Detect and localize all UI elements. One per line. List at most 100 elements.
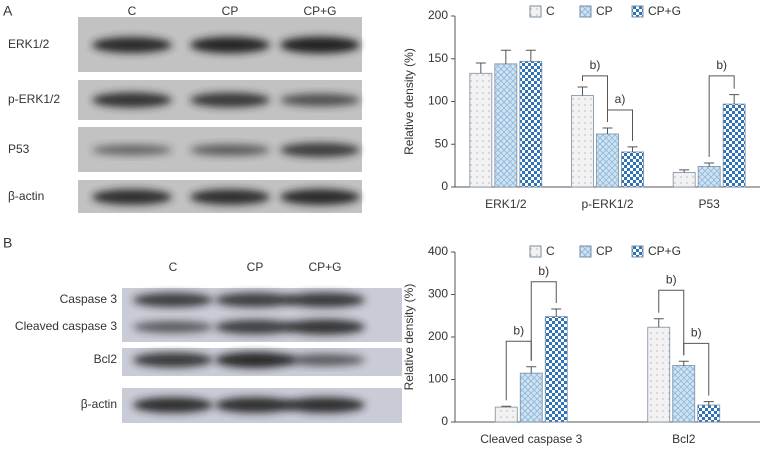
- blot-band: [215, 319, 295, 335]
- legend-swatch: [579, 245, 592, 258]
- blot-band: [133, 352, 213, 368]
- blot-band: [133, 321, 213, 333]
- legend-label: CP: [596, 244, 613, 258]
- y-tick-label: 200: [428, 329, 448, 343]
- blot-band: [190, 144, 270, 156]
- error-bar: [627, 146, 638, 152]
- blot-band: [92, 92, 172, 108]
- error-bar: [729, 94, 740, 105]
- bar: [697, 404, 721, 423]
- bracket: [582, 75, 608, 123]
- annotation: b): [538, 264, 549, 278]
- lane-label: CP+G: [308, 260, 341, 274]
- error-bar: [500, 49, 511, 64]
- y-tick-label: 0: [441, 414, 448, 428]
- bar: [697, 166, 721, 188]
- lane-label: C: [128, 4, 137, 18]
- error-bar: [525, 49, 536, 62]
- blot-band: [133, 292, 213, 308]
- row-label: β-actin: [81, 397, 117, 411]
- error-bar: [602, 127, 613, 134]
- bar: [494, 63, 518, 188]
- bracket: [658, 289, 685, 356]
- bar: [494, 406, 518, 423]
- annotation: b): [513, 323, 524, 337]
- x-tick-label: Bcl2: [672, 432, 696, 446]
- legend-swatch: [631, 245, 644, 258]
- row-label: Caspase 3: [60, 292, 118, 306]
- bracket: [607, 109, 633, 141]
- error-bar: [551, 308, 562, 317]
- error-bar: [526, 366, 537, 374]
- error-bar: [704, 162, 715, 167]
- legend-label: CP: [596, 4, 613, 18]
- blot-band: [92, 37, 172, 53]
- blot-band: [280, 142, 360, 158]
- error-bar: [703, 401, 714, 405]
- legend-label: CP+G: [648, 244, 681, 258]
- bar: [672, 172, 696, 188]
- y-tick-label: 100: [428, 94, 448, 108]
- bar: [519, 60, 543, 188]
- blot-band: [215, 352, 295, 368]
- row-label: p-ERK1/2: [8, 92, 60, 106]
- bar: [519, 372, 543, 423]
- legend-swatch: [579, 5, 592, 18]
- bar: [469, 72, 493, 188]
- blot-band: [92, 189, 172, 205]
- legend-swatch: [529, 5, 542, 18]
- bracket: [530, 281, 557, 361]
- blot-band: [190, 92, 270, 108]
- y-tick-label: 50: [435, 136, 449, 150]
- error-bar: [475, 62, 486, 74]
- blot-band: [280, 93, 360, 107]
- row-label: Cleaved caspase 3: [15, 319, 117, 333]
- bracket: [708, 75, 735, 158]
- legend-label: C: [546, 4, 555, 18]
- bar: [571, 95, 594, 188]
- blot-band: [190, 189, 270, 205]
- annotation: b): [666, 272, 677, 286]
- y-tick-label: 0: [441, 179, 448, 193]
- blot-band: [285, 319, 365, 335]
- row-label: ERK1/2: [8, 37, 50, 51]
- blot-band: [190, 36, 270, 54]
- lane-label: CP: [222, 4, 239, 18]
- y-tick-label: 100: [428, 372, 448, 386]
- annotation: b): [590, 58, 601, 72]
- bar: [672, 365, 696, 423]
- error-bar: [679, 169, 690, 173]
- annotation: b): [716, 58, 727, 72]
- legend-swatch: [529, 245, 542, 258]
- legend-label: CP+G: [648, 4, 681, 18]
- y-tick-label: 300: [428, 287, 448, 301]
- legend-label: C: [546, 244, 555, 258]
- y-axis-label: Relative density (%): [402, 284, 416, 391]
- x-tick-label: Cleaved caspase 3: [480, 432, 582, 446]
- bracket: [683, 342, 710, 396]
- blot-band: [280, 36, 360, 54]
- y-tick-label: 200: [428, 8, 448, 22]
- error-bar: [653, 318, 664, 328]
- panel-label: A: [3, 3, 13, 19]
- y-tick-label: 400: [428, 244, 448, 258]
- bar: [722, 103, 746, 188]
- blot-band: [285, 292, 365, 308]
- blot-band: [285, 397, 365, 413]
- error-bar: [577, 86, 588, 96]
- legend-swatch: [631, 5, 644, 18]
- lane-label: CP: [247, 260, 264, 274]
- error-bar: [501, 405, 512, 408]
- bar: [621, 151, 644, 188]
- blot-band: [285, 354, 365, 366]
- blot-band: [215, 292, 295, 308]
- row-label: β-actin: [8, 189, 44, 203]
- lane-label: CP+G: [303, 4, 336, 18]
- bar: [647, 326, 671, 423]
- row-label: Bcl2: [94, 352, 118, 366]
- y-axis-label: Relative density (%): [402, 48, 416, 155]
- blot-band: [215, 397, 295, 413]
- x-tick-label: p-ERK1/2: [581, 197, 633, 211]
- y-tick-label: 150: [428, 51, 448, 65]
